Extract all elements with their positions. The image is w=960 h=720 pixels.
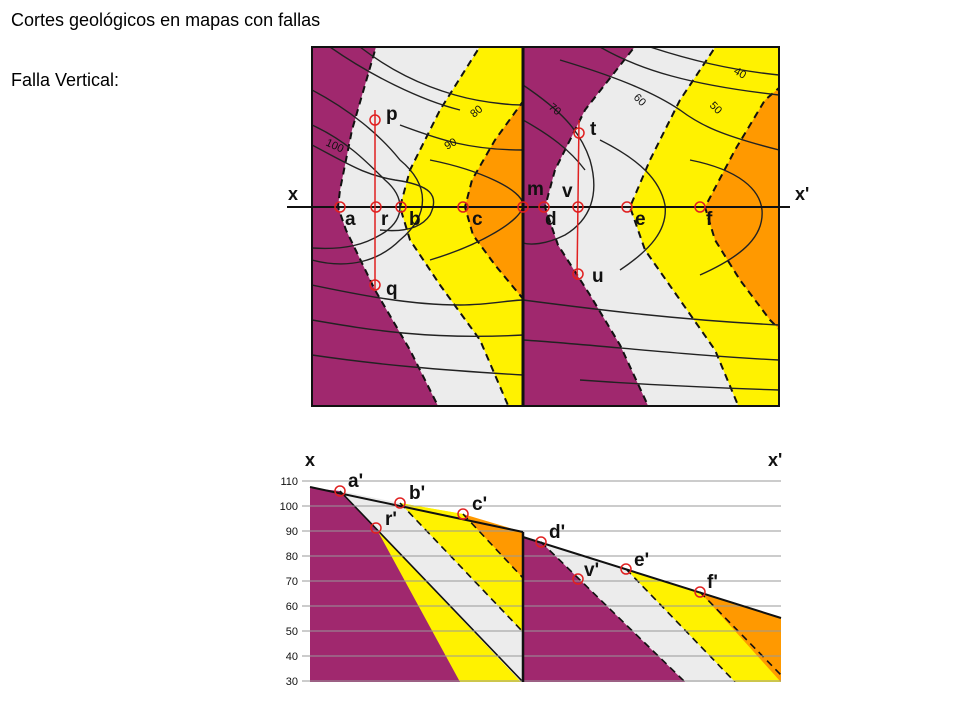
marker-f-prime — [694, 586, 706, 598]
marker-q — [369, 279, 381, 291]
marker-a — [334, 201, 346, 213]
section-left-block — [310, 488, 523, 682]
geologic-map: 100 90 80 70 60 50 40 x x' m a r b c d v… — [287, 46, 809, 407]
marker-r-prime — [370, 522, 382, 534]
section-axis-end: x' — [768, 450, 782, 470]
map-markers — [334, 114, 706, 291]
topo-profile-left — [309, 486, 524, 533]
elev-30: 30 — [286, 676, 298, 688]
section-right-block — [523, 537, 781, 682]
label-d: d — [545, 209, 557, 230]
elev-90: 90 — [286, 526, 298, 538]
label-f: f — [706, 209, 713, 230]
label-d-prime: d' — [549, 522, 565, 543]
label-q: q — [386, 279, 398, 300]
label-v: v — [562, 181, 573, 202]
elev-40: 40 — [286, 651, 298, 663]
label-b: b — [409, 209, 421, 230]
elev-70: 70 — [286, 576, 298, 588]
section-purple-right — [523, 537, 685, 682]
yellow-layer — [400, 47, 523, 406]
elev-110: 110 — [280, 476, 298, 488]
marker-d-prime — [535, 536, 547, 548]
marker-c — [457, 201, 469, 213]
map-axis-end: x' — [795, 184, 809, 204]
marker-f — [694, 201, 706, 213]
map-right-block — [523, 47, 779, 406]
label-b-prime: b' — [409, 483, 425, 504]
label-m: m — [527, 179, 544, 200]
marker-d — [538, 201, 550, 213]
marker-r — [370, 201, 382, 213]
elev-80: 80 — [286, 551, 298, 563]
contour-label-40: 40 — [732, 65, 749, 82]
contour-lines-left — [312, 47, 523, 376]
section-orange-right — [700, 592, 781, 682]
map-frame — [311, 46, 780, 407]
elev-100: 100 — [280, 501, 298, 513]
label-c-prime: c' — [472, 494, 487, 515]
cross-section: 110 100 90 80 70 60 50 40 30 x x' a' r' — [280, 450, 783, 688]
marker-m — [517, 201, 529, 213]
marker-e — [621, 201, 633, 213]
orange-layer — [465, 101, 523, 299]
topo-profile-right — [522, 536, 782, 619]
label-t: t — [590, 119, 597, 140]
map-left-block — [312, 47, 523, 406]
map-point-labels: x x' m a r b c d v e f p q t u — [288, 104, 809, 300]
slide-subtitle: Falla Vertical: — [11, 70, 120, 90]
label-c: c — [472, 209, 483, 230]
slide-title: Cortes geológicos en mapas con fallas — [11, 10, 321, 30]
marker-b-prime — [394, 497, 406, 509]
section-axis-start: x — [305, 450, 315, 470]
elevation-ticks: 110 100 90 80 70 60 50 40 30 — [280, 476, 298, 688]
marker-v-prime — [572, 573, 584, 585]
label-v-prime: v' — [584, 560, 599, 581]
label-r-prime: r' — [385, 509, 397, 530]
marker-v — [572, 201, 584, 213]
label-a-prime: a' — [348, 471, 363, 492]
section-markers — [334, 485, 706, 598]
marker-b — [395, 201, 407, 213]
label-e: e — [635, 209, 646, 230]
marker-a-prime — [334, 485, 346, 497]
label-u: u — [592, 266, 604, 287]
label-f-prime: f' — [707, 572, 718, 593]
label-e-prime: e' — [634, 550, 649, 571]
contour-label-90: 90 — [443, 136, 460, 153]
purple-layer — [312, 47, 438, 406]
map-axis-start: x — [288, 184, 298, 204]
section-point-labels: x x' a' r' b' c' d' v' e' f' — [305, 450, 782, 593]
marker-p — [369, 114, 381, 126]
elev-50: 50 — [286, 626, 298, 638]
marker-u — [572, 268, 584, 280]
label-p: p — [386, 104, 398, 125]
contour-lines-right — [523, 47, 779, 391]
projection-lines — [374, 110, 580, 290]
marker-e-prime — [620, 563, 632, 575]
label-a: a — [345, 209, 356, 230]
elev-60: 60 — [286, 601, 298, 613]
label-r: r — [381, 209, 389, 230]
elevation-gridlines — [302, 480, 781, 682]
marker-c-prime — [457, 508, 469, 520]
marker-t — [573, 127, 585, 139]
